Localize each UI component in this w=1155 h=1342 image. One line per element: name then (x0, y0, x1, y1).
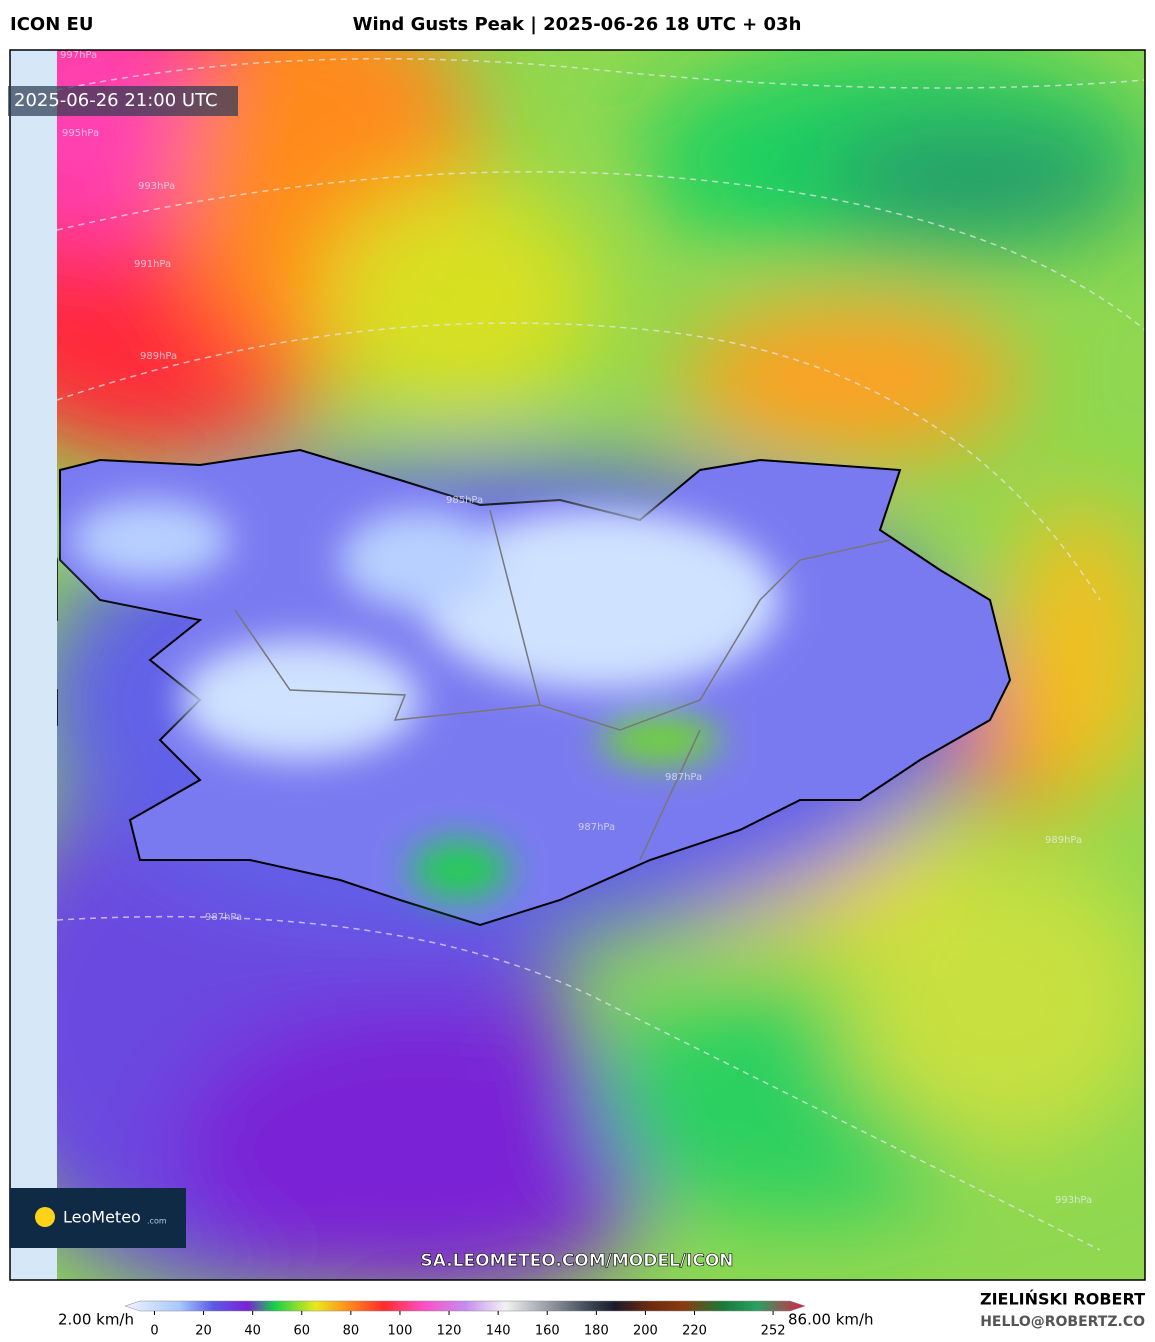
isobars (56, 58, 1146, 1251)
colorbar: 0 20 40 60 80 100 120 140 160 180 200 220 252 (124, 1300, 806, 1339)
isobar-label: 989hPa (140, 351, 177, 362)
author: ZIELIŃSKI ROBERT (980, 1290, 1145, 1309)
isobar-label: 997hPa (60, 50, 97, 61)
colorbar-tick-label: 140 (486, 1324, 511, 1339)
email: HELLO@ROBERTZ.CO (980, 1314, 1145, 1330)
colorbar-max: 86.00 km/h (788, 1311, 874, 1329)
isobar-label: 995hPa (62, 128, 99, 139)
colorbar-bar (124, 1300, 806, 1312)
colorbar-tick-label: 252 (761, 1324, 786, 1339)
isobar-label: 989hPa (1045, 835, 1082, 846)
model-name: ICON EU (10, 14, 93, 35)
timestamp-box (8, 86, 238, 116)
colorbar-tick-label: 180 (584, 1324, 609, 1339)
colorbar-tick-label: 120 (437, 1324, 462, 1339)
colorbar-min: 2.00 km/h (58, 1311, 134, 1329)
colorbar-tick-label: 60 (293, 1324, 310, 1339)
colorbar-tick-label: 0 (150, 1324, 158, 1339)
isobar-label: 991hPa (134, 259, 171, 270)
isobar-label: 987hPa (578, 822, 615, 833)
timestamp: 2025-06-26 21:00 UTC (14, 90, 218, 111)
isobar-label: 987hPa (665, 772, 702, 783)
logo-suffix: .com (147, 1217, 167, 1226)
left-strip (10, 50, 57, 1280)
colorbar-tick-label: 40 (244, 1324, 261, 1339)
isobar-label: 987hPa (205, 912, 242, 923)
logo-sun (35, 1207, 55, 1227)
colorbar-tick-label: 220 (682, 1324, 707, 1339)
colorbar-tick-label: 20 (195, 1324, 212, 1339)
colorbar-tick-label: 100 (388, 1324, 413, 1339)
isobar-label: 993hPa (138, 181, 175, 192)
logo-text: LeoMeteo (63, 1208, 141, 1227)
colorbar-tick-label: 160 (535, 1324, 560, 1339)
map-title: Wind Gusts Peak | 2025-06-26 18 UTC + 03… (353, 14, 802, 35)
colorbar-tick-label: 80 (343, 1324, 360, 1339)
colorbar-tick-label: 200 (633, 1324, 658, 1339)
source-url: SA.LEOMETEO.COM/MODEL/ICON (420, 1251, 733, 1271)
isobar-label: 985hPa (446, 495, 483, 506)
iceland (57, 448, 1012, 927)
map-frame (9, 49, 1146, 1281)
isobar-labels: 997hPa 995hPa 993hPa 991hPa 989hPa 985hPa 987h… (60, 50, 1092, 1206)
isobar-label: 993hPa (1055, 1195, 1092, 1206)
